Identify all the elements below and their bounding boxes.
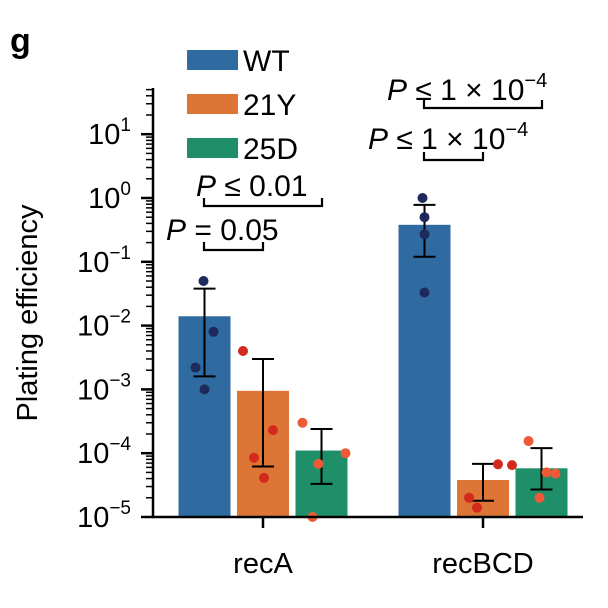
data-point-21Y-recBCD — [464, 492, 474, 503]
significance-bracket — [422, 100, 544, 110]
y-tick-label: 10−5 — [77, 498, 131, 534]
data-point-25D-recA — [297, 417, 308, 428]
data-point-WT-recBCD — [417, 193, 428, 203]
x-tick-label-recA: recA — [233, 548, 293, 580]
y-tick-label: 100 — [88, 179, 131, 215]
data-point-21Y-recBCD — [493, 459, 503, 470]
significance-layer: P = 0.05 P ≤ 0.01 P ≤ 1 × 10−4 P ≤ 1 × 10−4 — [166, 70, 547, 252]
significance-label: P ≤ 0.01 — [196, 170, 308, 203]
bar-WT-recBCD — [398, 224, 451, 517]
y-tick-label: 101 — [88, 115, 131, 151]
significance-bracket — [422, 152, 485, 162]
data-point-WT-recBCD — [419, 287, 430, 298]
significance-label: P ≤ 1 × 10−4 — [387, 70, 547, 107]
data-point-25D-recA — [313, 458, 324, 469]
significance-bracket — [202, 242, 265, 252]
data-point-21Y-recA — [249, 452, 259, 463]
y-tick-label: 10−1 — [77, 243, 131, 279]
data-point-21Y-recBCD — [507, 460, 517, 471]
y-axis-label: Plating efficiency — [12, 204, 44, 422]
tick-layer: 10−5 10−4 10−3 10−2 10−1 100 101 recA recBCD — [77, 88, 534, 580]
bar-layer — [178, 203, 568, 517]
y-tick-label: 10−2 — [77, 307, 131, 343]
significance-label: P ≤ 1 × 10−4 — [368, 119, 528, 156]
data-point-WT-recBCD — [419, 229, 430, 240]
data-point-21Y-recA — [238, 345, 248, 356]
significance-bracket — [202, 198, 324, 208]
legend-label-21Y: 21Y — [243, 89, 296, 122]
data-point-WT-recA — [190, 362, 201, 373]
data-point-WT-recA — [208, 326, 219, 337]
data-point-25D-recA — [340, 448, 351, 459]
data-point-25D-recBCD — [550, 468, 561, 479]
significance-label: P = 0.05 — [166, 214, 279, 247]
y-tick-label: 10−3 — [77, 370, 131, 406]
data-point-25D-recBCD — [523, 436, 534, 447]
panel-label: g — [10, 22, 31, 60]
data-point-21Y-recBCD — [472, 502, 482, 513]
data-point-21Y-recA — [259, 472, 269, 483]
legend-label-25D: 25D — [243, 133, 298, 166]
data-point-21Y-recA — [268, 425, 278, 436]
y-tick-label: 10−4 — [77, 434, 131, 470]
x-tick-label-recBCD: recBCD — [432, 548, 534, 580]
data-point-25D-recBCD — [534, 492, 545, 503]
legend-swatch-21Y — [187, 94, 238, 114]
data-point-WT-recA — [199, 384, 210, 395]
data-point-25D-recBCD — [541, 467, 552, 478]
legend: WT 21Y 25D — [187, 45, 298, 166]
legend-label-WT: WT — [243, 45, 290, 78]
data-point-WT-recA — [198, 276, 209, 287]
data-point-WT-recBCD — [419, 212, 430, 223]
legend-swatch-25D — [187, 138, 238, 158]
legend-swatch-WT — [187, 50, 238, 70]
